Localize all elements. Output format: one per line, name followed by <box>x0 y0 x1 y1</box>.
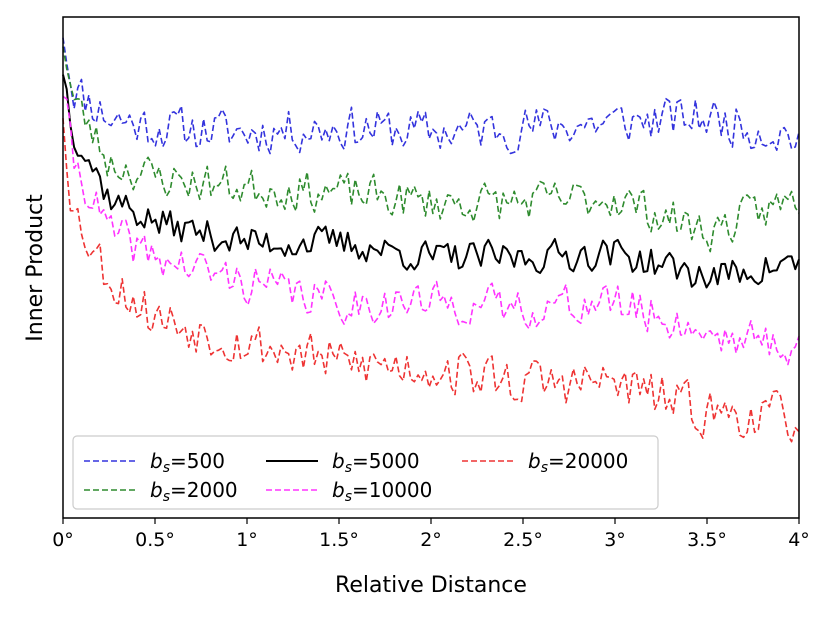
x-axis-label: Relative Distance <box>335 573 527 598</box>
series-line-1 <box>62 37 800 155</box>
plot-lines <box>62 37 800 443</box>
y-axis-label: Inner Product <box>23 194 48 342</box>
series-line-3 <box>62 74 800 289</box>
x-tick-label: 2.5° <box>503 529 543 551</box>
legend-label: bs=10000 <box>332 478 432 505</box>
legend-label: bs=2000 <box>150 478 238 505</box>
legend-label: bs=500 <box>150 449 225 476</box>
x-axis: 0° 0.5° 1° 1.5° 2° 2.5° 3° 3.5° 4° <box>52 518 810 551</box>
legend-label: bs=5000 <box>332 449 420 476</box>
x-tick-label: 2° <box>420 529 442 551</box>
x-tick-label: 3° <box>604 529 626 551</box>
series-line-2 <box>62 46 800 253</box>
legend-label: bs=20000 <box>528 449 628 476</box>
x-tick-label: 1.5° <box>319 529 359 551</box>
x-tick-label: 0.5° <box>135 529 175 551</box>
legend-box <box>72 435 659 510</box>
series-line-4 <box>62 95 800 366</box>
x-tick-label: 3.5° <box>687 529 727 551</box>
x-tick-label: 4° <box>788 529 810 551</box>
x-tick-label: 1° <box>236 529 258 551</box>
x-tick-label: 0° <box>52 529 74 551</box>
series-line-5 <box>62 118 800 443</box>
